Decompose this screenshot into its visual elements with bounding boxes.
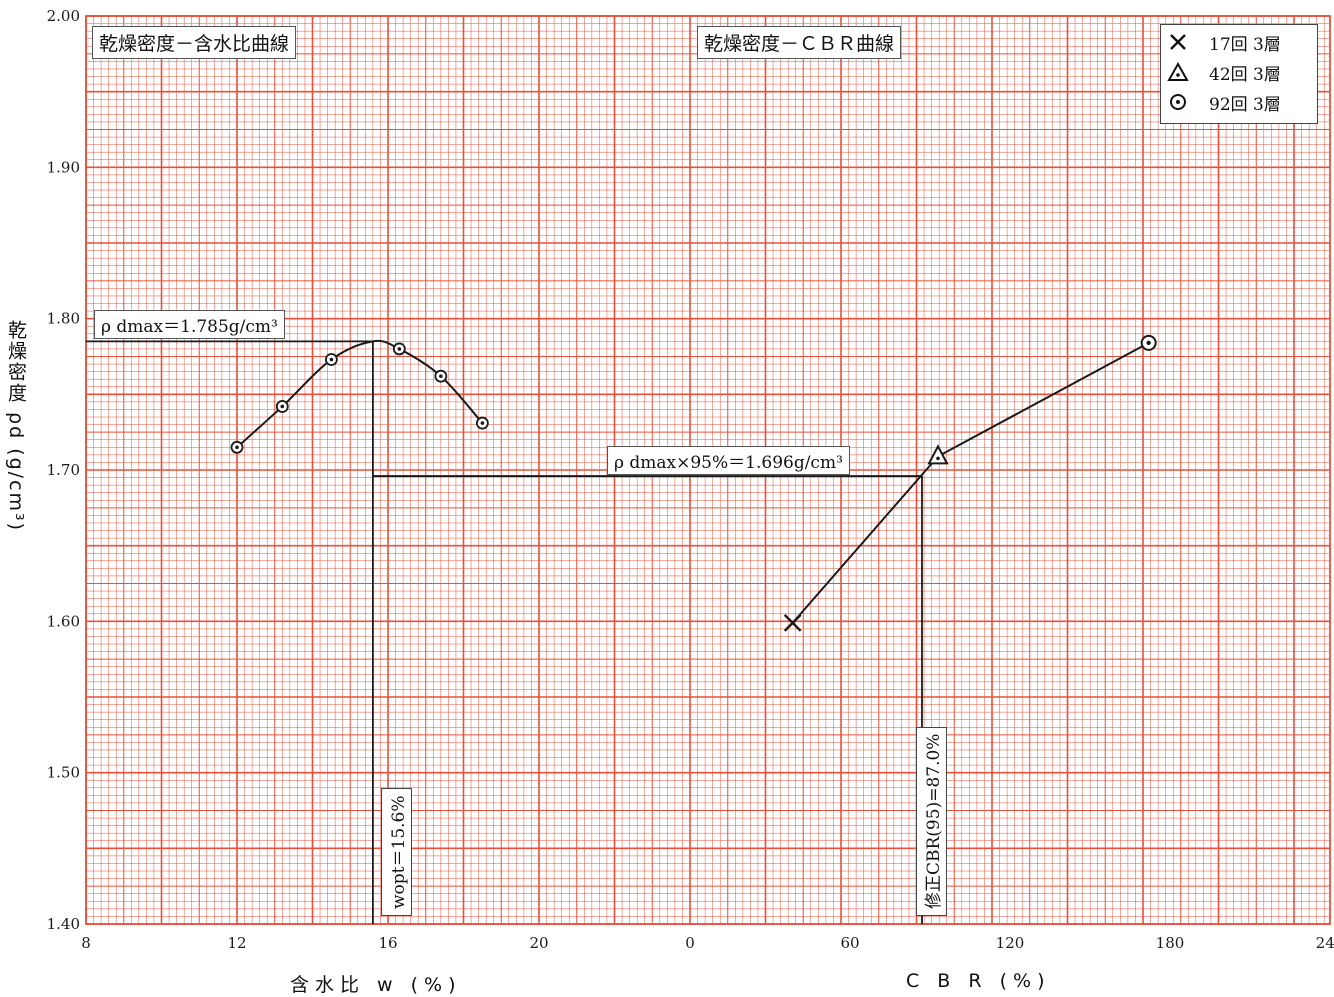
y-tick-label: 1.40 [47,915,80,933]
compaction-point-dot [439,374,443,378]
legend-item-17: 17回 3層 [1167,29,1281,55]
compaction-point-dot [280,404,285,409]
right-x-tick-label: 240 [1316,934,1334,952]
y-tick-label: 1.70 [47,461,80,479]
legend-label-17: 17回 3層 [1209,34,1281,55]
cbr-point-92-dot [1146,340,1151,346]
left-x-tick-label: 16 [378,934,397,952]
y-tick-label: 1.90 [47,158,80,176]
cbr-point-17 [783,613,802,632]
legend-label-92: 92回 3層 [1209,94,1281,115]
legend-item-92: 92回 3層 [1167,89,1281,115]
left-chart-title: 乾燥密度－含水比曲線 [92,26,297,59]
rho-95-annotation: ρ dmax×95%＝1.696g/cm³ [607,446,850,475]
left-x-tick-label: 20 [529,934,548,952]
y-axis-title: 乾燥密度 ρd (g/cm³) [5,320,27,533]
plot-frame [85,15,1331,925]
right-chart-title: 乾燥密度－ＣＢＲ曲線 [697,26,902,59]
right-x-tick-label: 120 [996,934,1025,952]
cbr-95-annotation: 修正CBR(95)=87.0% [916,726,947,916]
right-x-tick-label: 180 [1156,934,1185,952]
right-x-tick-label: 0 [685,934,695,952]
compaction-point-dot [235,445,239,450]
triangle-marker-icon [1167,61,1189,81]
y-tick-label: 1.60 [47,612,80,630]
right-x-axis-title: C B R (%) [906,970,1051,992]
left-x-tick-label: 8 [81,934,91,952]
cbr-point-42-dot [936,456,940,461]
circle-dot-marker-icon [1170,94,1186,110]
legend-item-42: 42回 3層 [1167,59,1281,85]
compaction-point-dot [397,347,402,351]
compaction-point-dot [329,357,334,362]
left-x-axis-title: 含水比 w (%) [290,974,462,996]
cbr-point-42 [927,444,949,465]
y-tick-label: 1.80 [47,310,80,328]
y-tick-label: 1.50 [47,764,80,782]
legend: 17回 3層 42回 3層 92回 3層 [1160,24,1318,124]
y-tick-label: 2.00 [47,7,80,25]
compaction-point-dot [480,421,485,425]
cbr-curve [791,341,1150,624]
rho-dmax-annotation: ρ dmax＝1.785g/cm³ [94,310,285,339]
left-x-tick-label: 12 [227,934,246,952]
w-opt-annotation: wopt＝15.6% [381,788,412,916]
legend-label-42: 42回 3層 [1209,64,1281,85]
right-x-tick-label: 60 [840,934,859,952]
x-marker-icon [1170,34,1186,50]
